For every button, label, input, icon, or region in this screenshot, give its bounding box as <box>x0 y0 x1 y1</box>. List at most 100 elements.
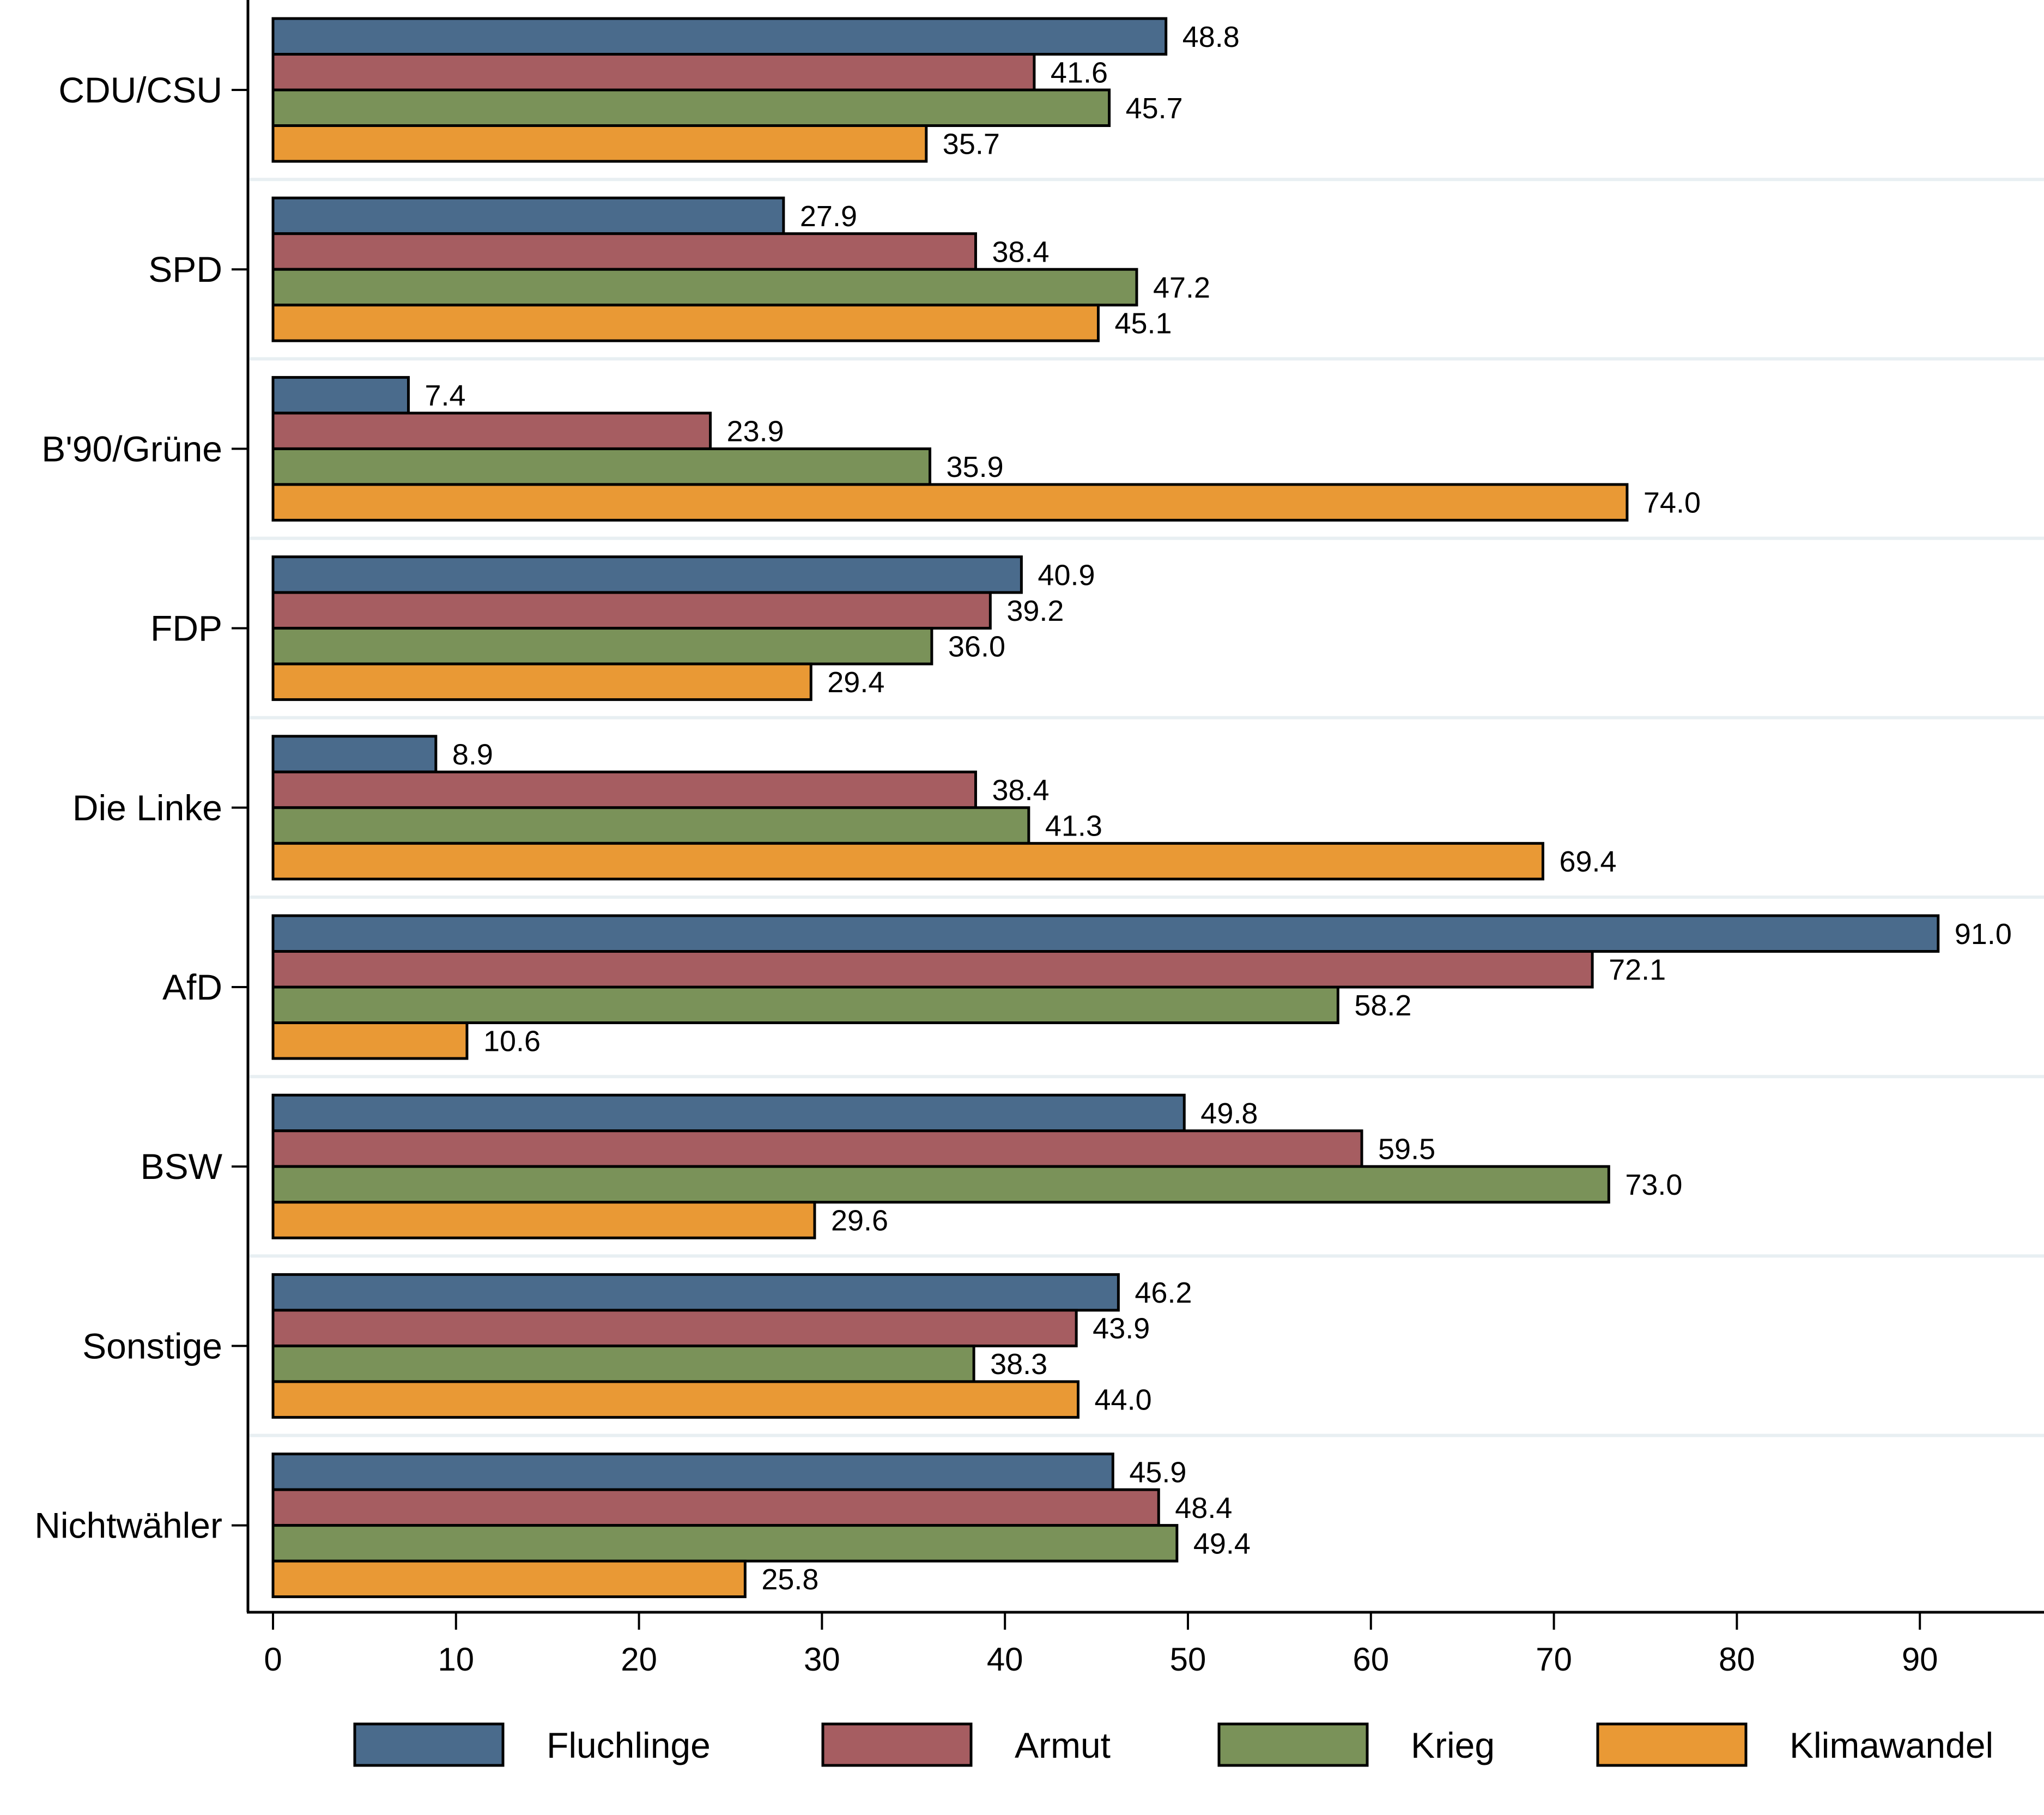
bar-klimawandel <box>271 1021 469 1060</box>
bar-fluchlinge <box>271 1453 1114 1491</box>
x-tick-label: 50 <box>1170 1641 1206 1678</box>
bar-fluchlinge <box>271 376 410 415</box>
bar-armut <box>271 950 1594 989</box>
value-label: 44.0 <box>1095 1384 1152 1417</box>
category-label: FDP <box>150 608 222 649</box>
value-label: 58.2 <box>1354 989 1411 1022</box>
category-label: BSW <box>141 1146 223 1187</box>
value-label: 36.0 <box>948 630 1005 663</box>
bar-klimawandel <box>271 842 1544 881</box>
legend-swatch-fluchlinge <box>353 1722 505 1767</box>
bar-krieg <box>271 1165 1610 1204</box>
bar-klimawandel <box>271 1201 816 1239</box>
value-label: 41.6 <box>1051 56 1108 89</box>
x-tick-label: 80 <box>1719 1641 1755 1678</box>
bar-krieg <box>271 985 1339 1024</box>
value-label: 8.9 <box>452 739 493 771</box>
value-label: 35.9 <box>947 451 1004 483</box>
bar-krieg <box>271 1524 1179 1563</box>
legend-label: Armut <box>1015 1725 1111 1765</box>
value-label: 38.4 <box>992 774 1049 807</box>
bar-armut <box>271 770 977 809</box>
value-label: 47.2 <box>1153 271 1210 304</box>
value-label: 72.1 <box>1609 953 1666 986</box>
bar-armut <box>271 412 712 450</box>
bar-klimawandel <box>271 1559 747 1599</box>
bar-klimawandel <box>271 1380 1080 1419</box>
x-tick-label: 30 <box>804 1641 840 1678</box>
x-tick-label: 0 <box>264 1641 282 1678</box>
value-label: 73.0 <box>1625 1169 1682 1201</box>
bar-fluchlinge <box>271 914 1940 953</box>
bars <box>271 17 1940 1599</box>
value-label: 40.9 <box>1038 559 1095 591</box>
value-label: 48.8 <box>1182 21 1240 53</box>
value-label: 7.4 <box>424 379 465 412</box>
bar-klimawandel <box>271 124 928 163</box>
x-tick-label: 10 <box>438 1641 474 1678</box>
category-label: AfD <box>162 967 222 1007</box>
legend-label: Klimawandel <box>1790 1725 1993 1765</box>
bar-klimawandel <box>271 483 1629 522</box>
value-label: 45.9 <box>1129 1456 1186 1489</box>
legend-swatch-armut <box>821 1722 973 1767</box>
bar-fluchlinge <box>271 555 1023 594</box>
category-label: SPD <box>148 249 222 289</box>
bar-armut <box>271 1488 1160 1527</box>
value-label: 74.0 <box>1643 487 1701 519</box>
value-label: 91.0 <box>1955 918 2012 951</box>
legend-label: Fluchlinge <box>547 1725 711 1765</box>
bar-armut <box>271 591 992 630</box>
value-label: 10.6 <box>483 1025 541 1057</box>
bar-krieg <box>271 447 932 486</box>
value-label: 38.3 <box>990 1348 1047 1381</box>
category-label: B'90/Grüne <box>41 428 222 469</box>
bar-klimawandel <box>271 304 1100 342</box>
bar-armut <box>271 53 1036 92</box>
category-label: Sonstige <box>82 1326 222 1366</box>
bar-fluchlinge <box>271 1093 1186 1133</box>
value-label: 43.9 <box>1093 1312 1150 1345</box>
value-label: 45.7 <box>1126 92 1183 125</box>
category-axis-labels: CDU/CSU SPD B'90/Grüne FDP Die Linke AfD BSW So… <box>34 70 248 1546</box>
x-tick-label: 40 <box>987 1641 1023 1678</box>
bar-krieg <box>271 1344 975 1383</box>
bar-armut <box>271 232 977 271</box>
value-label: 69.4 <box>1559 845 1616 878</box>
legend: Fluchlinge Armut Krieg Klimawandel <box>353 1722 1993 1767</box>
value-label: 25.8 <box>761 1563 818 1596</box>
bar-krieg <box>271 806 1030 845</box>
bar-fluchlinge <box>271 17 1168 56</box>
value-label: 49.4 <box>1193 1527 1251 1560</box>
bar-fluchlinge <box>271 1273 1120 1312</box>
x-tick-label: 20 <box>621 1641 657 1678</box>
x-tick-label: 70 <box>1536 1641 1572 1678</box>
category-label: Nichtwähler <box>34 1505 222 1546</box>
value-labels: 48.8 41.6 45.7 35.7 27.9 38.4 47.245.1 7.4 23.9 3… <box>424 21 2011 1596</box>
value-label: 59.5 <box>1378 1133 1435 1165</box>
x-axis-ticks: 0 10 20 30 40 50 60 70 80 90 <box>264 1612 1938 1678</box>
value-label: 41.3 <box>1045 810 1102 843</box>
bar-fluchlinge <box>271 196 785 235</box>
x-tick-label: 90 <box>1902 1641 1938 1678</box>
value-label: 27.9 <box>800 200 857 233</box>
legend-swatch-klimawandel <box>1596 1722 1748 1767</box>
bar-krieg <box>271 268 1138 307</box>
value-label: 23.9 <box>727 415 784 448</box>
bar-krieg <box>271 627 933 666</box>
value-label: 46.2 <box>1135 1276 1192 1309</box>
value-label: 38.4 <box>992 235 1049 268</box>
value-label: 39.2 <box>1006 595 1064 627</box>
legend-label: Krieg <box>1411 1725 1495 1765</box>
x-tick-label: 60 <box>1352 1641 1389 1678</box>
value-label: 29.6 <box>831 1204 888 1237</box>
value-label: 45.1 <box>1114 307 1172 340</box>
category-label: CDU/CSU <box>58 70 222 110</box>
bar-krieg <box>271 88 1111 127</box>
bar-klimawandel <box>271 662 812 701</box>
value-label: 48.4 <box>1175 1492 1232 1524</box>
bar-fluchlinge <box>271 735 438 773</box>
value-label: 49.8 <box>1200 1097 1258 1130</box>
value-label: 29.4 <box>827 666 884 699</box>
